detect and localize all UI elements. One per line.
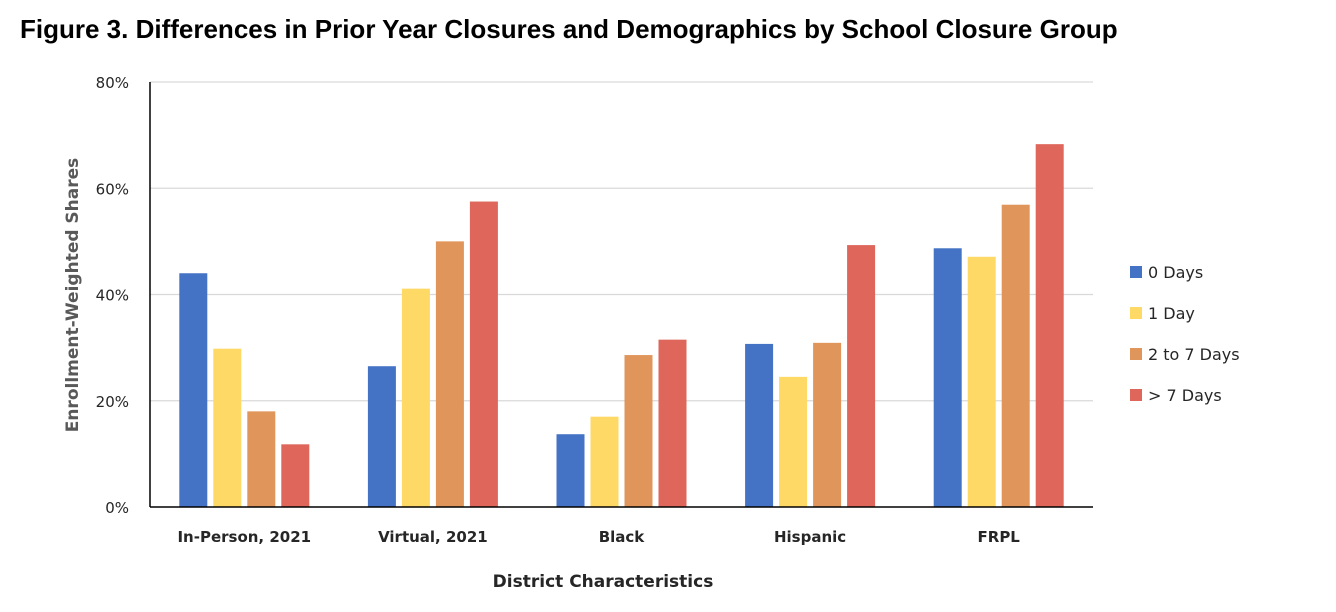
bar (213, 348, 242, 507)
bar (179, 273, 208, 507)
bar (367, 366, 396, 507)
x-axis-title: District Characteristics (493, 572, 714, 592)
x-tick-label: FRPL (978, 528, 1021, 546)
bar (590, 416, 619, 507)
legend-swatch (1130, 389, 1142, 401)
legend-label: 2 to 7 Days (1148, 345, 1240, 364)
y-tick-labels: 0% 20% 40% 60% 80% (96, 74, 129, 517)
legend: 0 Days 1 Day 2 to 7 Days > 7 Days (1130, 263, 1240, 405)
bar (401, 288, 430, 507)
legend-label: > 7 Days (1148, 386, 1222, 405)
figure-title: Figure 3. Differences in Prior Year Clos… (20, 14, 1118, 44)
legend-swatch (1130, 348, 1142, 360)
bar (556, 434, 585, 507)
bar (967, 256, 996, 507)
y-tick-label: 60% (96, 180, 129, 198)
legend-label: 0 Days (1148, 263, 1203, 282)
y-tick-label: 80% (96, 74, 129, 92)
bar (1001, 204, 1030, 507)
bar (658, 339, 687, 507)
y-axis-title: Enrollment-Weighted Shares (63, 158, 83, 433)
legend-label: 1 Day (1148, 304, 1195, 323)
x-tick-label: Hispanic (774, 528, 846, 546)
legend-swatch (1130, 266, 1142, 278)
bar (624, 355, 653, 507)
bar (779, 376, 808, 507)
bars (179, 144, 1064, 507)
bar (469, 201, 498, 507)
y-tick-label: 20% (96, 393, 129, 411)
bar (813, 342, 842, 507)
y-tick-label: 40% (96, 287, 129, 305)
bar (435, 241, 464, 507)
bar (1035, 144, 1064, 507)
x-tick-label: Virtual, 2021 (378, 528, 488, 546)
x-tick-label: In-Person, 2021 (177, 528, 311, 546)
bar (847, 245, 876, 507)
bar (247, 411, 276, 507)
x-tick-labels: In-Person, 2021 Virtual, 2021 Black Hispani… (177, 528, 1020, 546)
x-tick-label: Black (599, 528, 646, 546)
bar (281, 444, 310, 507)
bar (745, 343, 774, 507)
bar (933, 248, 962, 507)
y-tick-label: 0% (105, 499, 129, 517)
legend-swatch (1130, 307, 1142, 319)
